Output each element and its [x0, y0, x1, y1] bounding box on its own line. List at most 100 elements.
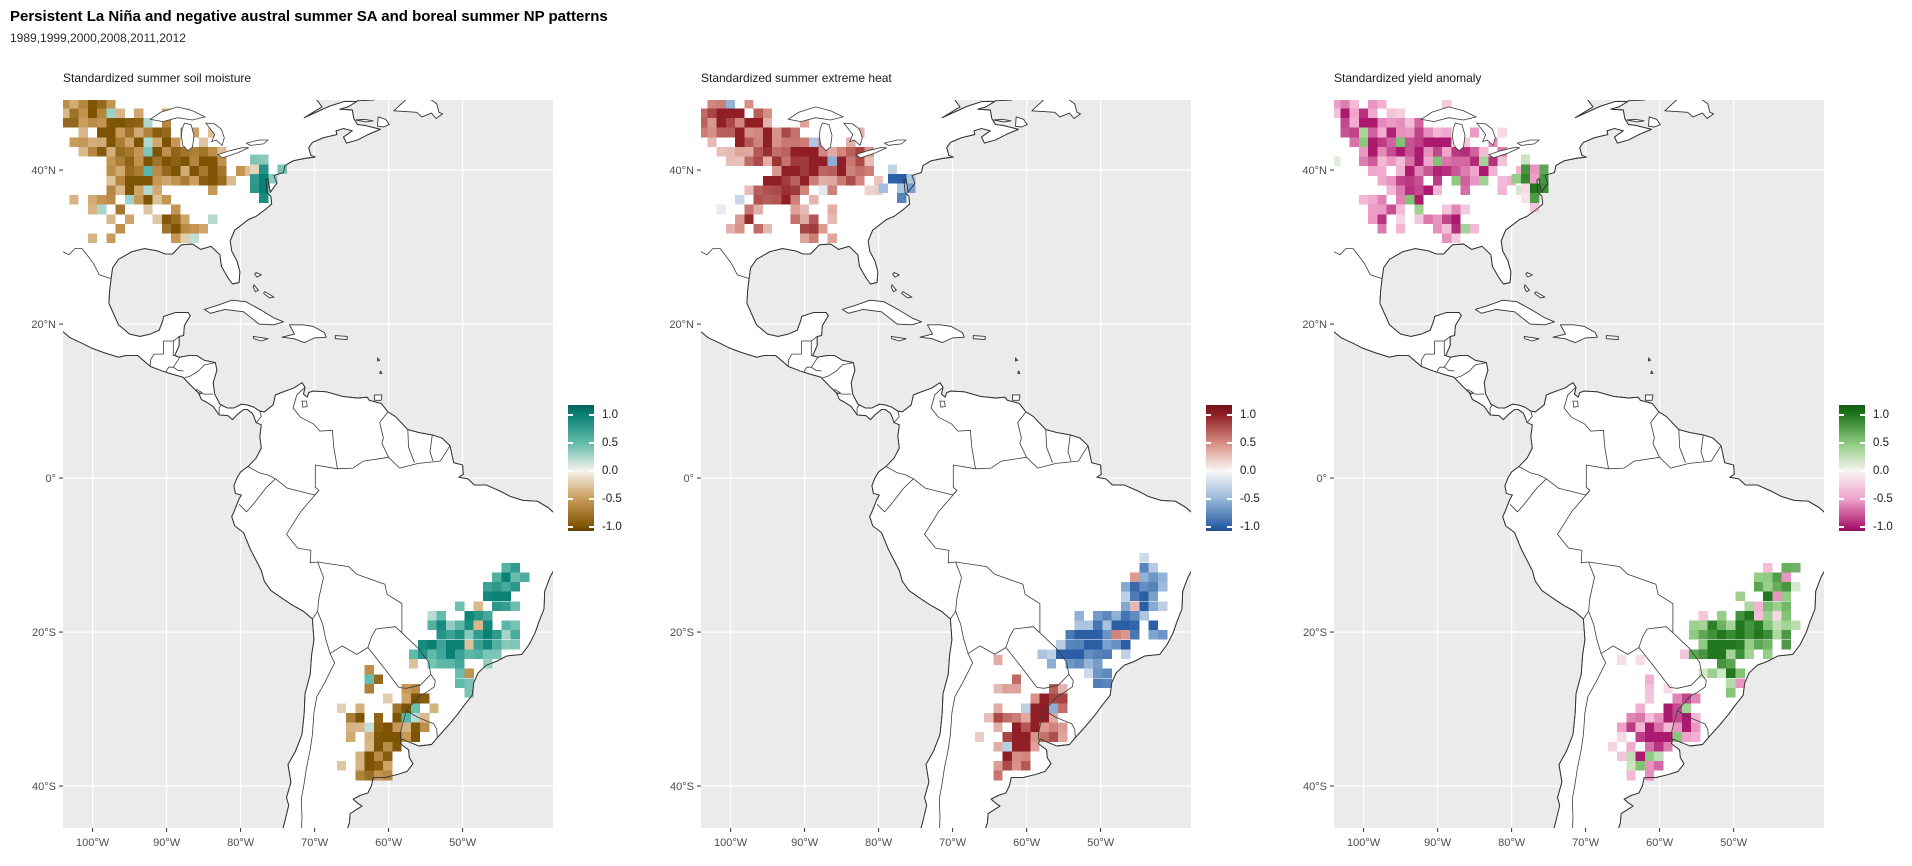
- colorbar-tick: [1839, 526, 1844, 528]
- country-borders: [701, 100, 1191, 828]
- colorbar-label: 1.0: [1873, 409, 1889, 421]
- y-axis-label: 40°S: [32, 781, 56, 793]
- x-axis-label: 80°W: [1498, 837, 1526, 849]
- colorbar-tick: [1206, 470, 1211, 472]
- colorbar-label: 0.0: [602, 465, 618, 477]
- colorbar-tick: [1860, 442, 1865, 444]
- y-axis-label: 40°N: [669, 165, 694, 177]
- country-borders: [1334, 100, 1824, 828]
- map-svg-yield-anomaly: 40°N 20°N 0° 20°S 40°S 100°W 90°W 80°W 70°W 60°W 5…: [1302, 100, 1824, 849]
- colorbar-extreme-heat: [1206, 405, 1232, 531]
- colorbar-yield-anomaly: [1839, 405, 1865, 531]
- gridlines: [63, 100, 553, 828]
- colorbar-tick: [1206, 526, 1211, 528]
- map-svg-extreme-heat: 40°N 20°N 0° 20°S 40°S 100°W 90°W 80°W 70°W 60°W 5…: [669, 100, 1191, 849]
- colorbar-tick: [1839, 498, 1844, 500]
- colorbar-legend-yield-anomaly: 1.0 0.5 0.0 -0.5 -1.0: [1839, 403, 1912, 543]
- x-axis-label: 50°W: [449, 837, 477, 849]
- colorbar-tick: [589, 498, 594, 500]
- colorbar-tick: [1839, 442, 1844, 444]
- colorbar-label: -1.0: [1240, 521, 1260, 533]
- data-cells-extreme-heat: [701, 100, 1168, 781]
- x-axis-label: 50°W: [1087, 837, 1115, 849]
- x-axis-label: 90°W: [791, 837, 819, 849]
- colorbar-tick: [568, 414, 573, 416]
- colorbar-label: 0.5: [602, 437, 618, 449]
- figure-title: Persistent La Niña and negative austral …: [10, 8, 608, 25]
- y-axis-label: 20°S: [1303, 627, 1327, 639]
- x-axis-label: 100°W: [714, 837, 748, 849]
- colorbar-tick: [1227, 498, 1232, 500]
- panel-title-yield-anomaly: Standardized yield anomaly: [1334, 71, 1482, 85]
- x-axis-label: 100°W: [76, 837, 110, 849]
- data-cells-soil-moisture: [63, 100, 530, 781]
- x-axis-label: 60°W: [375, 837, 403, 849]
- colorbar-label: 0.5: [1240, 437, 1256, 449]
- y-axis-label: 40°S: [670, 781, 694, 793]
- colorbar-label: -1.0: [1873, 521, 1893, 533]
- colorbar-label: 0.5: [1873, 437, 1889, 449]
- axes: 40°N 20°N 0° 20°S 40°S 100°W 90°W 80°W 70°W 60°W 5…: [669, 165, 1114, 849]
- axes: 40°N 20°N 0° 20°S 40°S 100°W 90°W 80°W 70°W 60°W 5…: [1302, 165, 1747, 849]
- colorbar-legend-extreme-heat: 1.0 0.5 0.0 -0.5 -1.0: [1206, 403, 1286, 543]
- colorbar-tick: [1860, 470, 1865, 472]
- y-axis-label: 20°S: [670, 627, 694, 639]
- colorbar-tick: [1860, 526, 1865, 528]
- x-axis-label: 70°W: [1572, 837, 1600, 849]
- colorbar-tick: [568, 498, 573, 500]
- colorbar-label: 1.0: [1240, 409, 1256, 421]
- country-borders: [63, 100, 553, 828]
- colorbar-tick: [589, 414, 594, 416]
- y-axis-label: 0°: [1316, 473, 1327, 485]
- panel-title-soil-moisture: Standardized summer soil moisture: [63, 71, 252, 85]
- colorbar-label: -1.0: [602, 521, 622, 533]
- y-axis-label: 40°N: [1302, 165, 1327, 177]
- colorbar-tick: [1227, 526, 1232, 528]
- colorbar-label: 0.0: [1873, 465, 1889, 477]
- y-axis-label: 20°N: [31, 319, 56, 331]
- colorbar-tick: [1206, 442, 1211, 444]
- colorbar-label: -0.5: [1873, 493, 1893, 505]
- x-axis-label: 70°W: [939, 837, 967, 849]
- colorbar-tick: [1860, 414, 1865, 416]
- figure-subtitle: 1989,1999,2000,2008,2011,2012: [10, 31, 186, 45]
- colorbar-tick: [1206, 414, 1211, 416]
- axes: 40°N 20°N 0° 20°S 40°S 100°W 90°W 80°W 70°W 60°W 5…: [31, 165, 476, 849]
- colorbar-tick: [1839, 414, 1844, 416]
- x-axis-label: 70°W: [301, 837, 329, 849]
- x-axis-label: 80°W: [227, 837, 255, 849]
- colorbar-label: 1.0: [602, 409, 618, 421]
- panel-title-extreme-heat: Standardized summer extreme heat: [701, 71, 892, 85]
- colorbar-tick: [568, 470, 573, 472]
- x-axis-label: 50°W: [1720, 837, 1748, 849]
- x-axis-label: 60°W: [1646, 837, 1674, 849]
- colorbar-tick: [568, 526, 573, 528]
- colorbar-tick: [1227, 442, 1232, 444]
- colorbar-tick: [1227, 414, 1232, 416]
- colorbar-legend-soil-moisture: 1.0 0.5 0.0 -0.5 -1.0: [568, 403, 648, 543]
- colorbar-tick: [1227, 470, 1232, 472]
- x-axis-label: 100°W: [1347, 837, 1381, 849]
- colorbar-tick: [1206, 498, 1211, 500]
- colorbar-tick: [1860, 498, 1865, 500]
- colorbar-tick: [1839, 470, 1844, 472]
- colorbar-tick: [568, 442, 573, 444]
- y-axis-label: 20°N: [1302, 319, 1327, 331]
- map-svg-soil-moisture: 40°N 20°N 0° 20°S 40°S 100°W 90°W 80°W 70°W 60°W 5…: [31, 100, 553, 849]
- y-axis-label: 40°N: [31, 165, 56, 177]
- y-axis-label: 40°S: [1303, 781, 1327, 793]
- colorbar-label: -0.5: [602, 493, 622, 505]
- colorbar-tick: [589, 526, 594, 528]
- colorbar-tick: [589, 470, 594, 472]
- colorbar-label: -0.5: [1240, 493, 1260, 505]
- colorbar-label: 0.0: [1240, 465, 1256, 477]
- y-axis-label: 20°S: [32, 627, 56, 639]
- y-axis-label: 20°N: [669, 319, 694, 331]
- x-axis-label: 90°W: [1424, 837, 1452, 849]
- y-axis-label: 0°: [683, 473, 694, 485]
- x-axis-label: 60°W: [1013, 837, 1041, 849]
- x-axis-label: 80°W: [865, 837, 893, 849]
- x-axis-label: 90°W: [153, 837, 181, 849]
- y-axis-label: 0°: [45, 473, 56, 485]
